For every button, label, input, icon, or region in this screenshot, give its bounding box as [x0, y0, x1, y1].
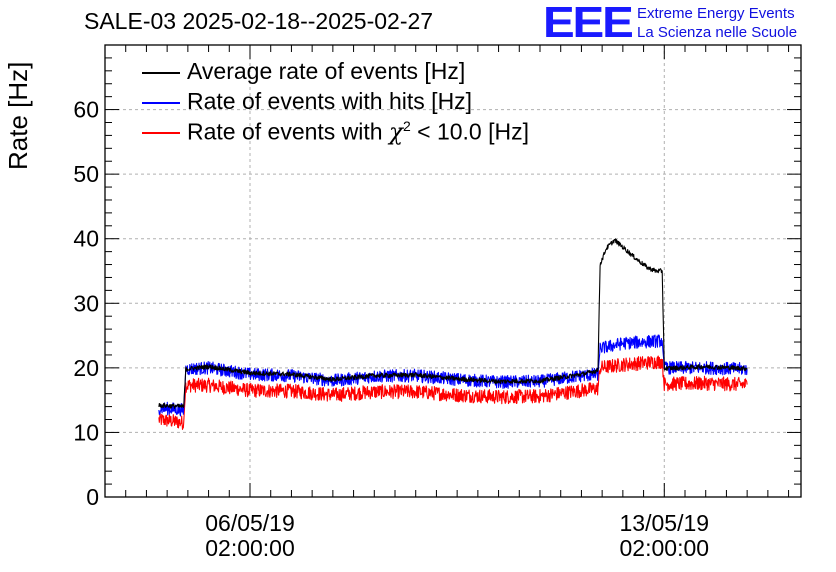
- x-tick-label-time: 02:00:00: [620, 535, 710, 561]
- series-average-line: [158, 238, 748, 409]
- legend-label-average: Average rate of events [Hz]: [187, 58, 466, 84]
- legend-swatch-average: [142, 72, 180, 74]
- series-chi2-line: [158, 355, 748, 430]
- eee-logo-line1: Extreme Energy Events: [637, 5, 795, 22]
- x-tick-label-date: 06/05/19: [205, 510, 295, 536]
- y-tick-label: 10: [73, 419, 99, 445]
- chi-superscript: 2: [402, 118, 411, 134]
- y-axis-label: Rate [Hz]: [3, 61, 33, 170]
- legend-label-chi2: Rate of events with χ2 < 10.0 [Hz]: [187, 118, 529, 146]
- eee-logo: EEE: [543, 0, 634, 47]
- legend-label-chi2-suffix: < 10.0 [Hz]: [410, 118, 529, 145]
- legend-label-hits: Rate of events with hits [Hz]: [187, 88, 473, 114]
- y-tick-label: 20: [73, 355, 99, 381]
- legend-swatch-chi2: [142, 132, 180, 134]
- x-tick-label-date: 13/05/19: [620, 510, 710, 536]
- chart-title: SALE-03 2025-02-18--2025-02-27: [84, 8, 434, 34]
- y-tick-label: 60: [73, 97, 99, 123]
- eee-logo-caption: Extreme Energy Events La Scienza nelle S…: [637, 4, 797, 42]
- plot-frame: [104, 44, 802, 498]
- y-tick-label: 50: [73, 161, 99, 187]
- y-tick-label: 0: [86, 484, 99, 510]
- x-tick-label-time: 02:00:00: [205, 535, 295, 561]
- legend-label-chi2-prefix: Rate of events with: [187, 118, 389, 145]
- chi-symbol: χ: [389, 119, 403, 146]
- eee-logo-line2: La Scienza nelle Scuole: [637, 24, 798, 41]
- y-tick-label: 40: [73, 226, 99, 252]
- y-tick-label: 30: [73, 290, 99, 316]
- legend-swatch-hits: [142, 102, 180, 104]
- series-hits-line: [158, 334, 748, 417]
